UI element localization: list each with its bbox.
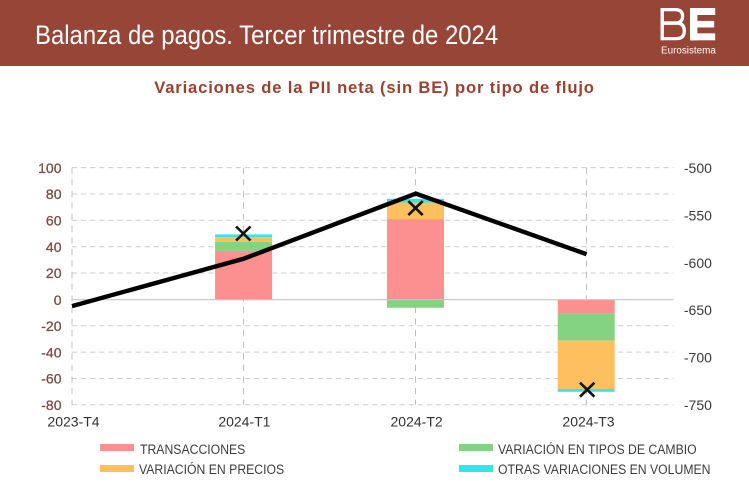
svg-text:-750: -750 [684, 397, 712, 413]
svg-text:2024-T2: 2024-T2 [391, 414, 443, 430]
svg-text:100: 100 [38, 160, 62, 176]
svg-text:2023-T4: 2023-T4 [47, 414, 99, 430]
svg-text:2024-T1: 2024-T1 [218, 414, 270, 430]
svg-text:-20: -20 [41, 318, 61, 334]
svg-text:60: 60 [46, 213, 62, 229]
svg-text:-600: -600 [684, 255, 712, 271]
svg-text:-700: -700 [684, 350, 712, 366]
svg-text:Eurosistema: Eurosistema [661, 45, 716, 56]
svg-text:2024-T3: 2024-T3 [562, 414, 614, 430]
svg-text:-500: -500 [684, 160, 712, 176]
svg-text:-40: -40 [41, 344, 61, 360]
svg-text:-60: -60 [41, 371, 61, 387]
svg-text:20: 20 [46, 265, 62, 281]
svg-text:-650: -650 [684, 302, 712, 318]
svg-text:80: 80 [46, 186, 62, 202]
svg-text:0: 0 [54, 292, 62, 308]
svg-text:-80: -80 [41, 397, 61, 413]
svg-text:-550: -550 [684, 207, 712, 223]
svg-text:40: 40 [46, 239, 62, 255]
